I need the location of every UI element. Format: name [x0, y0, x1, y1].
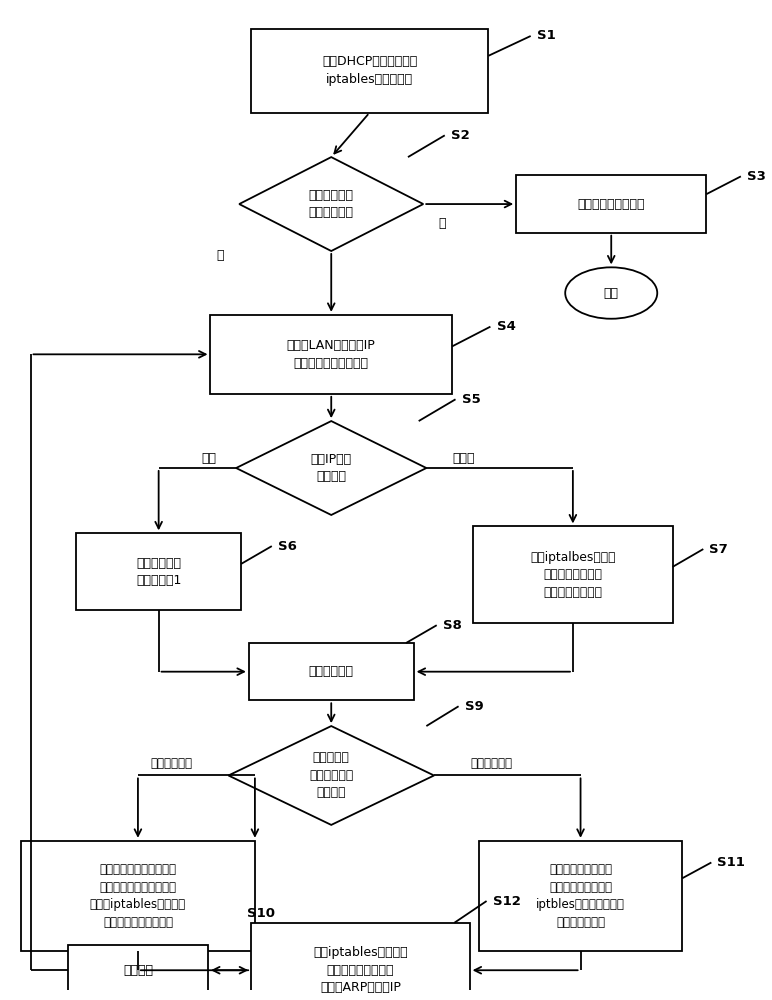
- Text: S9: S9: [465, 700, 483, 713]
- Text: 设备类型限制: 设备类型限制: [471, 757, 513, 770]
- Text: 对应设备类型
的用户数加1: 对应设备类型 的用户数加1: [136, 557, 181, 587]
- Text: 是: 是: [216, 249, 224, 262]
- FancyBboxPatch shape: [68, 945, 208, 996]
- FancyBboxPatch shape: [516, 175, 706, 233]
- Text: 判断IP地址
是否在线: 判断IP地址 是否在线: [310, 453, 352, 483]
- Text: S7: S7: [709, 543, 728, 556]
- Text: 否: 否: [438, 217, 446, 230]
- Text: 设置黑白名单: 设置黑白名单: [309, 665, 354, 678]
- Text: 加载DHCP模块后，清除
iptables转发表规则: 加载DHCP模块后，清除 iptables转发表规则: [322, 55, 417, 86]
- FancyBboxPatch shape: [76, 533, 241, 610]
- FancyBboxPatch shape: [251, 29, 489, 113]
- Polygon shape: [229, 726, 434, 825]
- Text: S12: S12: [493, 895, 520, 908]
- Text: 等待间隔: 等待间隔: [123, 964, 153, 977]
- FancyBboxPatch shape: [479, 841, 682, 951]
- Text: 判断是否开启
用户限制功能: 判断是否开启 用户限制功能: [309, 189, 354, 219]
- FancyBboxPatch shape: [249, 643, 414, 700]
- Text: 如果iptalbes转发表
中存在该地址的限
制规则，清除规则: 如果iptalbes转发表 中存在该地址的限 制规则，清除规则: [530, 551, 615, 599]
- Text: S11: S11: [717, 856, 745, 869]
- Text: 清除记录的黑白名单: 清除记录的黑白名单: [577, 198, 645, 211]
- Text: S3: S3: [747, 170, 766, 183]
- Text: S4: S4: [496, 320, 516, 333]
- Polygon shape: [236, 421, 426, 515]
- Polygon shape: [239, 157, 423, 251]
- Text: 退出: 退出: [604, 287, 618, 300]
- Text: S1: S1: [537, 29, 556, 42]
- Text: S6: S6: [278, 540, 296, 553]
- Text: 不区分设备类型，如果在
线的用户数超过限制数，
则添加iptables转发表的
限制规则，否则不添加: 不区分设备类型，如果在 线的用户数超过限制数， 则添加iptables转发表的 …: [90, 863, 186, 929]
- Text: S5: S5: [462, 393, 480, 406]
- Text: S10: S10: [247, 907, 276, 920]
- Text: 获取到LAN侧设备的IP
地址，并区分设备类型: 获取到LAN侧设备的IP 地址，并区分设备类型: [287, 339, 376, 370]
- FancyBboxPatch shape: [211, 315, 452, 394]
- Text: 设备总数限制: 设备总数限制: [150, 757, 192, 770]
- FancyBboxPatch shape: [473, 526, 672, 623]
- Text: 如果接入的设备类型
超过限制数，则添加
iptbles转发表的限制规
则，否则不添加: 如果接入的设备类型 超过限制数，则添加 iptbles转发表的限制规 则，否则不…: [536, 863, 625, 929]
- Text: S8: S8: [443, 619, 462, 632]
- Ellipse shape: [565, 267, 657, 319]
- Text: 是设备总数
限制还是设备
类型限制: 是设备总数 限制还是设备 类型限制: [309, 751, 354, 799]
- Text: S2: S2: [451, 129, 469, 142]
- Text: 不在线: 不在线: [452, 452, 475, 465]
- Text: 在线: 在线: [201, 452, 217, 465]
- FancyBboxPatch shape: [251, 923, 469, 1000]
- Text: 清除iptables转发表中
限制的但不存在租用
信息和ARP表中的IP: 清除iptables转发表中 限制的但不存在租用 信息和ARP表中的IP: [313, 946, 408, 994]
- FancyBboxPatch shape: [21, 841, 255, 951]
